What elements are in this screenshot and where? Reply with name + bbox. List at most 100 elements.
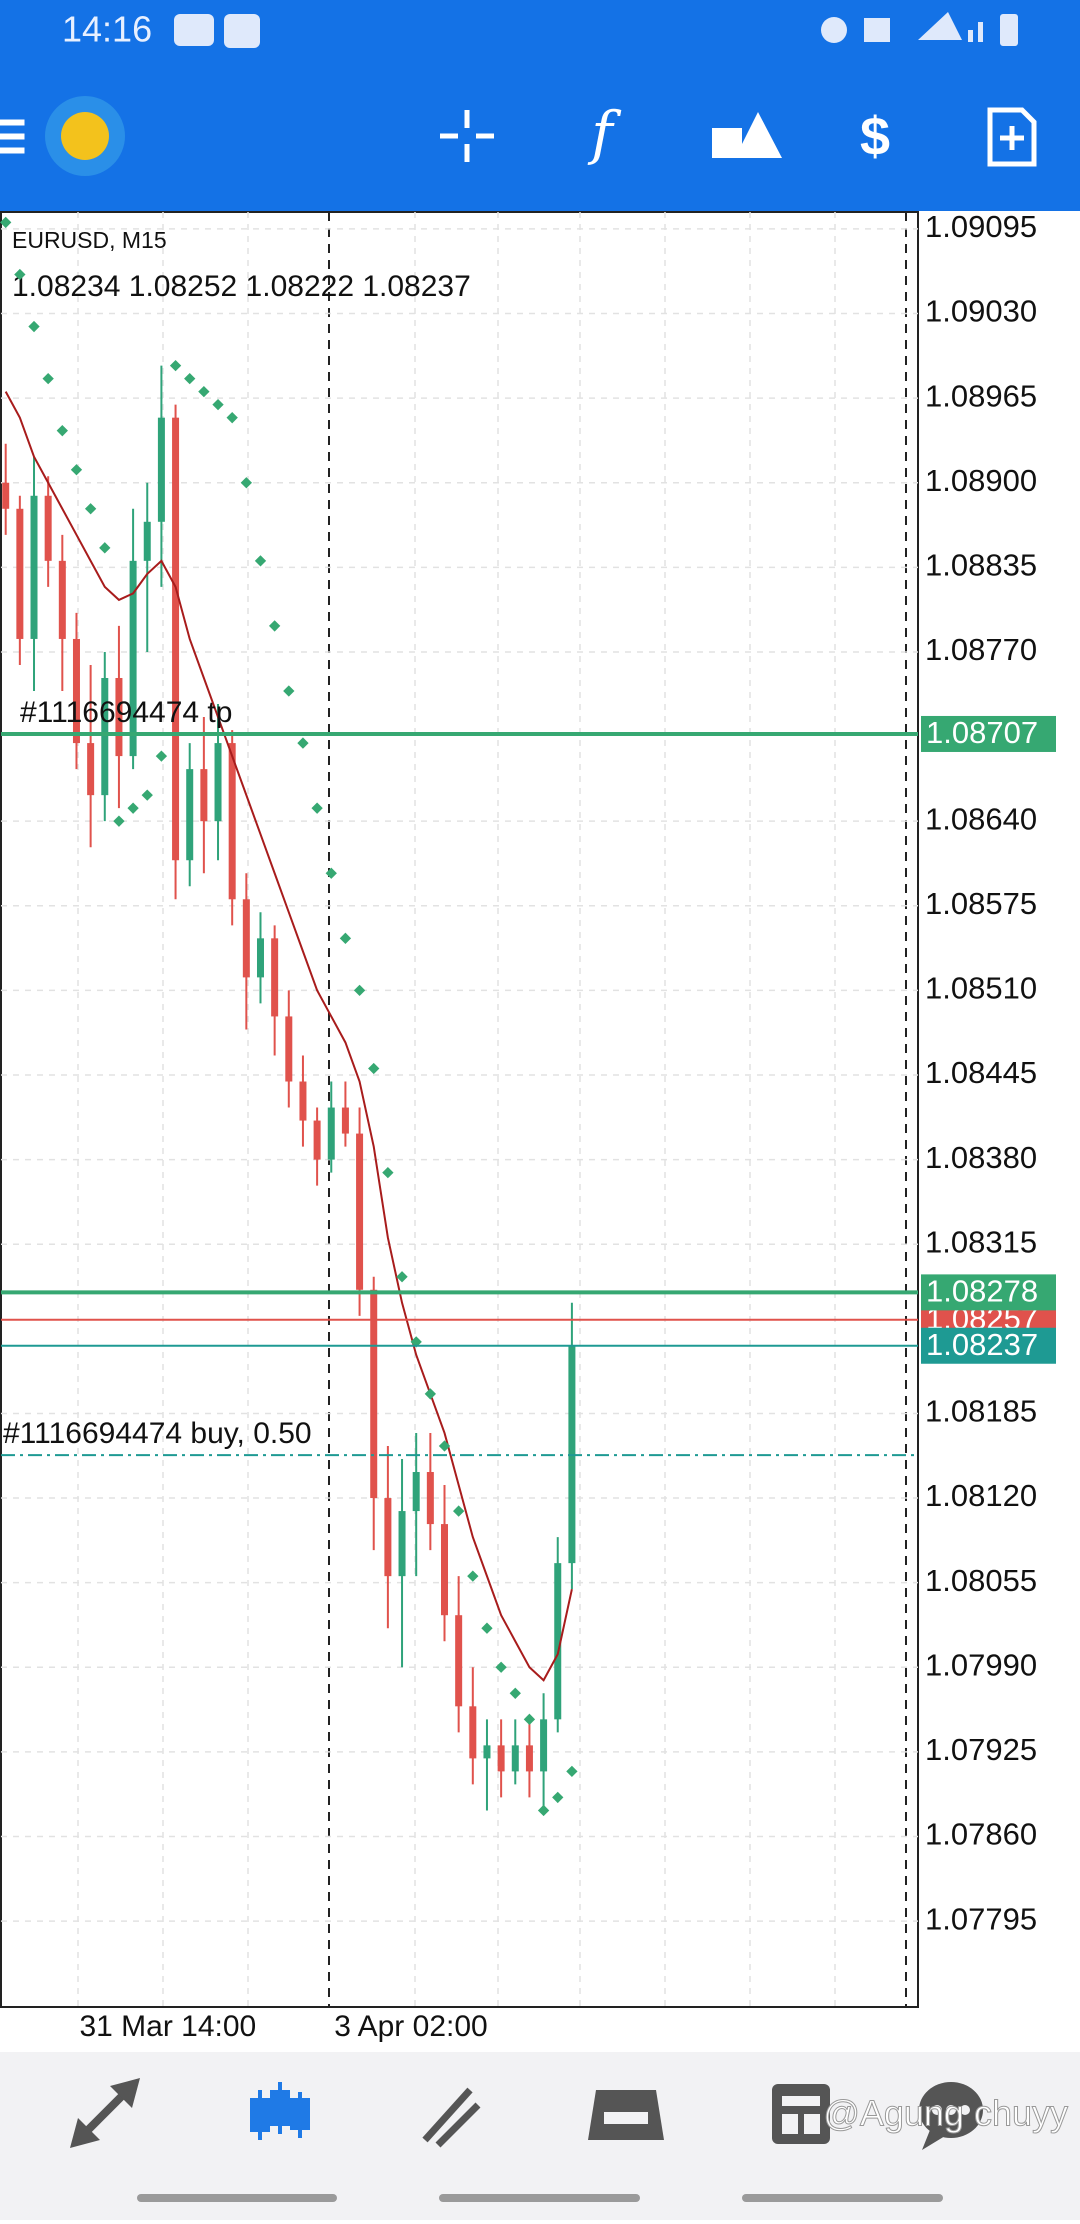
y-tick-label: 1.07925	[925, 1732, 1037, 1767]
candle-body	[157, 417, 165, 522]
sar-dot	[368, 1062, 380, 1075]
y-tick-label: 1.08965	[925, 378, 1037, 413]
sar-dot	[212, 398, 224, 411]
candle-body	[398, 1511, 406, 1577]
nav-trade[interactable]	[422, 2087, 481, 2148]
candle-body	[285, 1016, 293, 1082]
sar-dot	[127, 802, 139, 814]
y-tick-label: 1.08185	[925, 1394, 1037, 1429]
y-tick-label: 1.08640	[925, 801, 1037, 836]
candle-body	[525, 1745, 533, 1772]
sar-dot	[141, 789, 153, 801]
candle-body	[129, 560, 137, 757]
candle-body	[16, 508, 24, 639]
nav-news[interactable]	[772, 2084, 830, 2144]
x-tick-label: 31 Mar 14:00	[79, 2010, 256, 2043]
y-tick-label: 1.08055	[925, 1563, 1037, 1598]
y-tick-label: 1.08380	[925, 1140, 1037, 1175]
sar-dot	[311, 802, 323, 814]
new-order-button[interactable]	[987, 107, 1037, 167]
candle-body	[30, 495, 38, 639]
y-tick-label: 1.08510	[925, 971, 1037, 1006]
nav-icons	[70, 2078, 983, 2150]
top-bar	[0, 0, 1080, 211]
candle-body	[87, 743, 95, 796]
y-tick-label: 1.07795	[925, 1901, 1037, 1936]
sar-dot	[240, 477, 252, 489]
price-tag	[921, 715, 1056, 752]
x-tick-label: 3 Apr 02:00	[334, 2010, 487, 2043]
status-time: 14:16	[62, 9, 152, 50]
trade-button[interactable]: $	[860, 106, 890, 166]
nav-quotes[interactable]	[70, 2078, 140, 2148]
candle-body	[341, 1107, 349, 1134]
candle-body	[186, 769, 194, 861]
candle-body	[58, 560, 66, 639]
ohlc-label: 1.08234 1.08252 1.08222 1.08237	[12, 270, 471, 303]
sar-dot	[169, 359, 182, 372]
sar-dot	[453, 1505, 465, 1517]
sar-dot	[184, 372, 196, 385]
sar-dot	[155, 750, 168, 762]
y-tick-label: 1.08315	[925, 1224, 1037, 1259]
sar-dot	[268, 620, 281, 632]
moving-average	[4, 391, 573, 1682]
candle-body	[327, 1107, 335, 1160]
nav-history[interactable]	[588, 2090, 664, 2140]
level-label: #1116694474 tp	[20, 696, 232, 729]
candle-body	[271, 938, 279, 1017]
nav-chart[interactable]	[250, 2082, 310, 2140]
sar-dot	[325, 867, 337, 879]
candle-body	[200, 769, 208, 822]
sar-dot	[339, 932, 352, 944]
y-tick-label: 1.08445	[925, 1055, 1037, 1090]
candle-body	[242, 899, 250, 978]
y-tick-label: 1.08900	[925, 463, 1037, 498]
candle-body	[72, 638, 80, 744]
candle-body	[115, 677, 123, 757]
entry-label: #1116694474 buy, 0.50	[3, 1417, 312, 1450]
sar-dot	[254, 555, 267, 567]
candle-body	[356, 1133, 364, 1290]
menu-button[interactable]	[0, 119, 25, 154]
candle-body	[455, 1615, 463, 1707]
nav-chat[interactable]	[919, 2082, 983, 2150]
candle-body	[101, 677, 109, 796]
bottom-nav	[0, 2052, 1080, 2220]
y-tick-label: 1.08120	[925, 1478, 1037, 1513]
candle-body	[483, 1745, 491, 1759]
sar-dot	[198, 385, 210, 398]
sar-dot	[396, 1271, 408, 1283]
y-tick-label: 1.08770	[925, 632, 1037, 667]
candle-body	[2, 482, 10, 509]
sar-dot	[42, 372, 54, 385]
y-tick-label: 1.09095	[925, 209, 1037, 244]
sar-dot	[226, 412, 238, 424]
crosshair-button[interactable]	[440, 110, 494, 162]
objects-button[interactable]	[712, 112, 782, 158]
candle-body	[44, 495, 52, 561]
candle-body	[511, 1745, 519, 1772]
sar-dot	[283, 685, 295, 697]
watermark: @Agung chuyy	[823, 2093, 1068, 2134]
candle-body	[214, 743, 222, 822]
y-tick-label: 1.07860	[925, 1817, 1037, 1852]
sar-dot	[297, 737, 309, 749]
sar-dot	[438, 1440, 451, 1452]
candle-body	[370, 1289, 378, 1499]
candle-body	[143, 521, 151, 561]
candle-body	[228, 743, 236, 900]
candle-body	[540, 1719, 548, 1772]
price-tag-label: 1.08237	[926, 1327, 1038, 1362]
sar-dot	[382, 1166, 394, 1179]
y-tick-label: 1.09030	[925, 294, 1037, 329]
sar-dot	[495, 1661, 507, 1673]
candle-body	[412, 1472, 420, 1512]
logo-core	[61, 112, 109, 160]
price-tag	[921, 1274, 1056, 1311]
sar-dot	[424, 1388, 437, 1400]
sar-dot	[537, 1804, 550, 1817]
sar-dot	[523, 1713, 536, 1725]
y-tick-label: 1.07990	[925, 1647, 1037, 1682]
